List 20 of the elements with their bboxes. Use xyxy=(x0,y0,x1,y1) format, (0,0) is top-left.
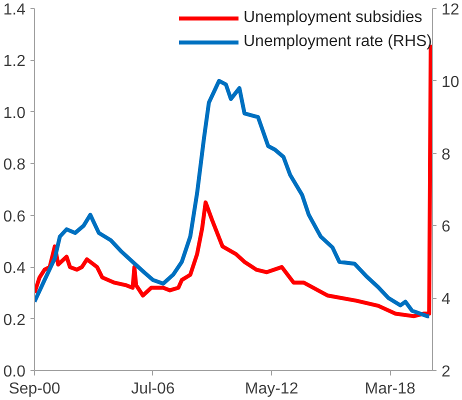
y-tick-label: 0.6 xyxy=(3,208,26,226)
y-tick-label: 0.4 xyxy=(3,260,26,278)
y2-tick-label: 8 xyxy=(442,146,450,164)
x-tick-label: Jul-06 xyxy=(131,380,175,398)
x-tick-label: Sep-00 xyxy=(8,380,60,398)
legend-label: Unemployment subsidies xyxy=(244,9,422,27)
y2-tick-label: 12 xyxy=(442,2,460,18)
y2-tick-label: 6 xyxy=(442,218,450,236)
y2-tick-label: 4 xyxy=(442,291,450,308)
x-tick-label: May-12 xyxy=(244,380,298,398)
x-tick-label: Mar-18 xyxy=(364,380,416,398)
y-tick-label: 1.4 xyxy=(3,2,26,18)
legend-label: Unemployment rate (RHS) xyxy=(244,33,432,51)
y2-tick-label: 10 xyxy=(442,74,460,91)
y2-tick-label: 2 xyxy=(442,364,450,380)
y-tick-label: 1.2 xyxy=(3,53,26,70)
y-tick-label: 0.0 xyxy=(3,364,26,380)
y-tick-label: 0.8 xyxy=(3,156,26,174)
y-tick-label: 0.2 xyxy=(3,312,26,329)
y-tick-label: 1.0 xyxy=(3,104,26,122)
